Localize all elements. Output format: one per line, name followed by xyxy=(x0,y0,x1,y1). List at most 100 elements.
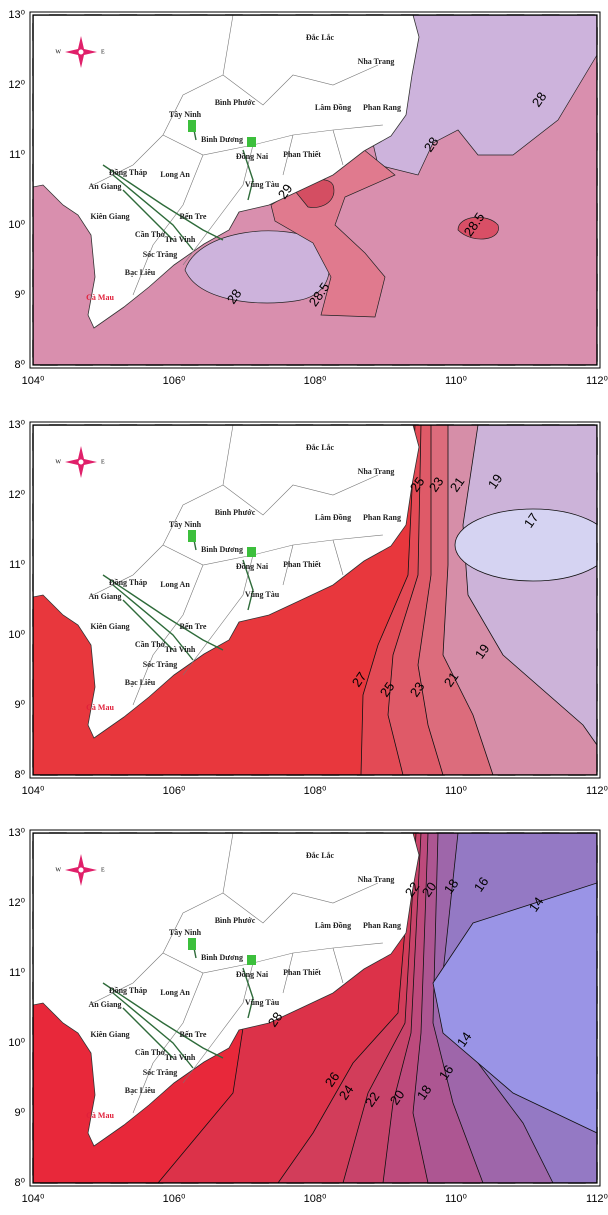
place-name: Đồng Tháp xyxy=(109,986,148,995)
place-name: Tây Ninh xyxy=(169,110,202,119)
place-name: Trà Vinh xyxy=(165,1053,196,1062)
contour-label: 14 xyxy=(526,894,547,914)
lon-label: 106⁰ xyxy=(163,1193,186,1205)
place-name: Vũng Tàu xyxy=(245,998,280,1007)
place-name: Bến Tre xyxy=(180,622,207,631)
contour-band xyxy=(432,833,597,1183)
place-name: Lâm Đồng xyxy=(315,513,351,522)
contour-line xyxy=(277,833,414,1183)
frame xyxy=(30,12,600,368)
place-name: Cần Thơ xyxy=(135,230,166,239)
province-border xyxy=(162,892,384,974)
place-name: Bến Tre xyxy=(180,212,207,221)
compass-label: E xyxy=(101,459,105,465)
lon-label: 108⁰ xyxy=(304,1193,327,1205)
place-name: Phan Rang xyxy=(363,103,401,112)
contour-label: 28 xyxy=(529,89,550,109)
province-border xyxy=(332,129,344,166)
lat-label: 13⁰ xyxy=(8,9,25,21)
lat-label: 12⁰ xyxy=(8,489,25,501)
lon-label: 108⁰ xyxy=(304,375,327,387)
lon-label: 104⁰ xyxy=(22,785,45,797)
place-name: Bình Dương xyxy=(201,135,243,144)
contour-label: 14 xyxy=(454,1029,475,1049)
contour-line xyxy=(342,833,417,1183)
lat-label: 9⁰ xyxy=(14,1107,25,1119)
frame xyxy=(32,424,598,776)
place-name: Phan Thiết xyxy=(283,968,321,977)
province-border xyxy=(92,544,204,706)
lat-label: 13⁰ xyxy=(8,827,25,839)
place-name: An Giang xyxy=(88,592,121,601)
contour-line xyxy=(382,833,422,1183)
lat-label: 9⁰ xyxy=(14,699,25,711)
river xyxy=(102,982,224,1059)
contour-label: 20 xyxy=(387,1087,408,1107)
river xyxy=(242,559,254,611)
lon-label: 112⁰ xyxy=(586,1193,608,1205)
lon-label: 110⁰ xyxy=(445,785,468,797)
contour-line xyxy=(462,425,597,746)
place-name: Cà Mau xyxy=(86,703,114,712)
place-name: Sóc Trăng xyxy=(143,250,178,259)
river xyxy=(242,149,254,201)
contour-line xyxy=(417,425,444,775)
compass-center xyxy=(77,458,85,466)
place-name: Lâm Đồng xyxy=(315,921,351,930)
place-name: Vũng Tàu xyxy=(245,180,280,189)
place-name: Kiên Giang xyxy=(90,212,129,221)
province-border xyxy=(222,425,379,516)
lat-label: 11⁰ xyxy=(9,559,25,571)
province-border xyxy=(282,134,294,176)
contour-label: 18 xyxy=(441,876,462,896)
lat-label: 10⁰ xyxy=(8,1037,25,1049)
place-name: Cần Thơ xyxy=(135,1048,166,1057)
contour-label: 16 xyxy=(436,1062,457,1082)
contour-label: 21 xyxy=(447,474,468,494)
contour-label: 26 xyxy=(322,1069,343,1089)
place-name: Đồng Nai xyxy=(236,970,269,979)
lon-label: 104⁰ xyxy=(22,1193,45,1205)
lon-label: 112⁰ xyxy=(586,785,608,797)
lon-label: 106⁰ xyxy=(163,785,186,797)
place-name: Bình Dương xyxy=(201,545,243,554)
contour-label: 22 xyxy=(402,879,423,899)
compass-label: E xyxy=(101,867,105,873)
province-border xyxy=(162,74,384,156)
place-name: Cà Mau xyxy=(86,293,114,302)
place-name: Long An xyxy=(160,580,190,589)
contour-label: 17 xyxy=(521,510,542,530)
place-name: Nha Trang xyxy=(358,467,395,476)
contour-label: 23 xyxy=(407,679,428,699)
frame xyxy=(30,422,600,778)
province-border xyxy=(222,833,379,924)
contour-label: 21 xyxy=(441,669,462,689)
contour-band xyxy=(457,217,499,240)
contour-line xyxy=(432,833,484,1183)
place-name: Đồng Nai xyxy=(236,562,269,571)
contour-label: 28 xyxy=(265,1009,286,1029)
lon-label: 110⁰ xyxy=(445,375,468,387)
place-name: Bình Phước xyxy=(215,98,256,107)
place-name: Lâm Đồng xyxy=(315,103,351,112)
river xyxy=(122,599,174,651)
place-name: Bạc Liêu xyxy=(125,268,156,277)
province-border xyxy=(92,952,204,1114)
contour-label: 23 xyxy=(426,474,447,494)
contour-label: 16 xyxy=(471,874,492,894)
place-name: Bình Dương xyxy=(201,953,243,962)
province-border xyxy=(282,952,294,994)
contour-band xyxy=(454,508,597,582)
compass-label: W xyxy=(55,867,61,873)
lon-label: 110⁰ xyxy=(445,1193,468,1205)
place-name: Nha Trang xyxy=(358,57,395,66)
province-border xyxy=(332,947,344,984)
contour-line xyxy=(442,425,494,775)
lat-label: 11⁰ xyxy=(9,149,25,161)
contour-label: 22 xyxy=(362,1089,383,1109)
river xyxy=(112,584,194,661)
